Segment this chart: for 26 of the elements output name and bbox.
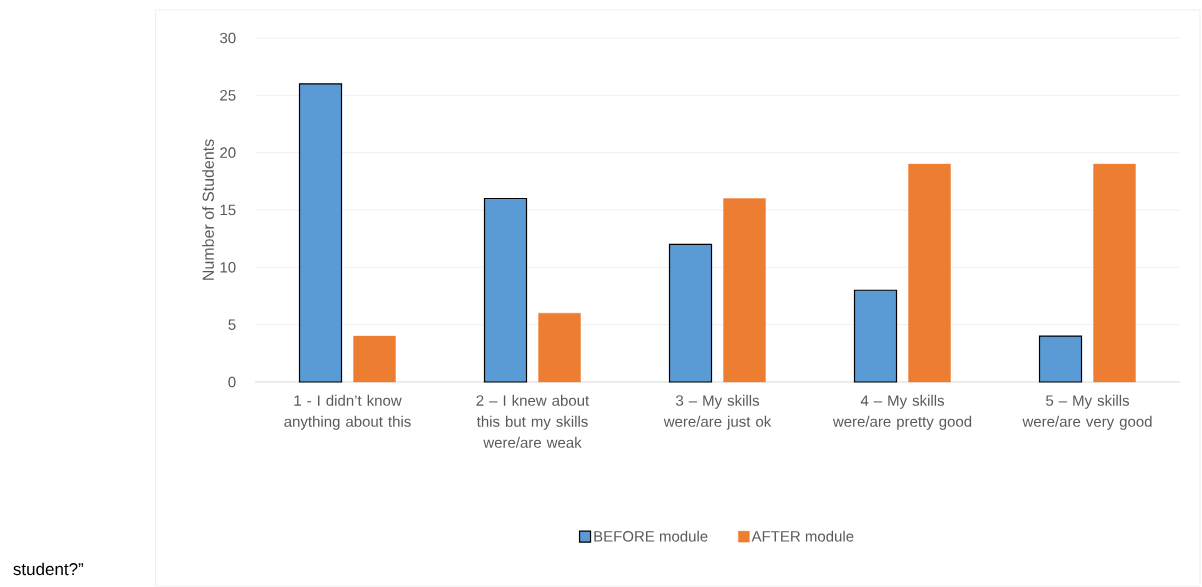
bar — [298, 83, 343, 383]
y-tick-label: 15 — [220, 204, 236, 216]
x-tick-label: 2 – I knew about this but my skills were/are weak — [476, 394, 590, 448]
bar — [908, 163, 951, 383]
text: student?” — [13, 562, 84, 576]
y-tick-label: 30 — [220, 32, 236, 44]
bar — [723, 198, 766, 383]
y-tick-label: 0 — [228, 376, 236, 388]
bar — [668, 243, 713, 383]
y-tick-label: 10 — [220, 262, 236, 273]
y-tick-label: 20 — [220, 147, 236, 158]
bar — [1038, 335, 1083, 383]
x-tick-label: 4 – My skills were/are pretty good — [832, 394, 972, 430]
y-tick-label: 25 — [220, 90, 236, 101]
bar — [853, 289, 898, 383]
bar — [538, 312, 581, 383]
y-axis-title: Number of Students — [202, 139, 214, 280]
bar — [353, 335, 396, 383]
x-tick-label: 3 – My skills were/are just ok — [663, 394, 772, 430]
bar — [483, 197, 528, 383]
bar — [1093, 163, 1136, 383]
legend-label: AFTER module — [751, 530, 854, 542]
legend-label: BEFORE module — [594, 530, 708, 542]
y-tick-label: 5 — [228, 319, 236, 330]
x-tick-label: 5 – My skills were/are very good — [1022, 394, 1152, 430]
x-tick-label: 1 - I didn’t know anything about this — [284, 394, 411, 430]
